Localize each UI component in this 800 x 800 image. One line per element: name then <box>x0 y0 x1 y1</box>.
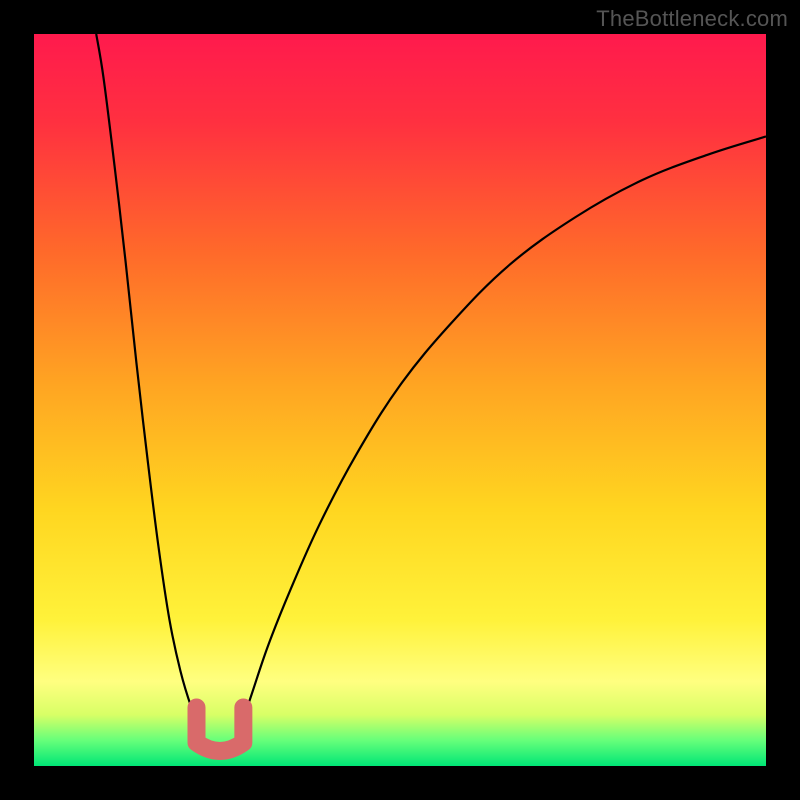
chart-container: TheBottleneck.com <box>0 0 800 800</box>
watermark-text: TheBottleneck.com <box>596 6 788 32</box>
bottleneck-chart <box>0 0 800 800</box>
plot-background <box>34 34 766 766</box>
